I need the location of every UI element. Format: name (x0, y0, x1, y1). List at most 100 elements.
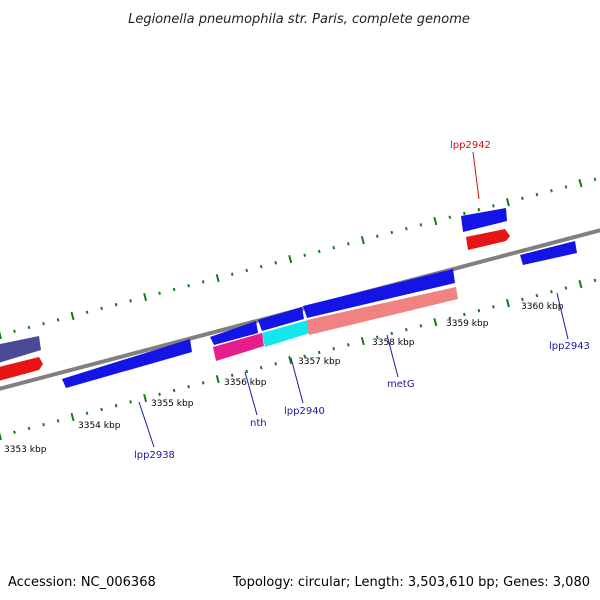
major-tick (505, 298, 510, 308)
major-tick (0, 431, 2, 441)
minor-tick (550, 189, 553, 193)
minor-tick (375, 335, 379, 339)
gene-feature-outer-4[interactable] (0, 357, 43, 382)
minor-tick (317, 249, 321, 254)
minor-tick (593, 278, 597, 283)
minor-tick (172, 388, 176, 393)
gene-labels: lpp2938 nth lpp2940 metG lpp2942 lpp2943 (134, 140, 590, 461)
major-tick (215, 374, 220, 384)
gene-label-nth[interactable]: nth (250, 418, 267, 429)
minor-tick (317, 350, 321, 355)
major-tick (433, 317, 438, 327)
minor-tick (332, 346, 336, 351)
minor-tick (114, 403, 118, 408)
minor-tick (27, 426, 31, 431)
major-tick (0, 330, 2, 340)
minor-tick (201, 381, 205, 385)
minor-tick (419, 223, 423, 227)
gene-feature-outer-2[interactable] (466, 229, 510, 250)
minor-tick (274, 362, 278, 366)
major-tick (215, 273, 220, 283)
leader-line-nth (244, 371, 258, 416)
minor-tick (535, 293, 539, 298)
minor-tick (158, 291, 161, 295)
minor-tick (245, 268, 249, 273)
minor-tick (56, 419, 60, 423)
leader-line-lpp2940 (290, 357, 304, 404)
kbp-label: 3357 kbp (298, 357, 341, 367)
minor-tick (346, 343, 350, 347)
gene-feature-inner-5[interactable] (520, 241, 577, 265)
minor-tick (564, 185, 568, 189)
minor-tick (85, 310, 89, 314)
major-tick (70, 412, 75, 422)
gene-label-metG[interactable]: metG (387, 379, 415, 390)
kbp-label: 3356 kbp (224, 378, 267, 388)
kbp-label: 3354 kbp (78, 421, 121, 431)
minor-tick (13, 430, 16, 434)
minor-tick (463, 312, 466, 317)
map-title: Legionella pneumophila str. Paris, compl… (128, 12, 470, 27)
minor-tick (303, 354, 307, 358)
minor-tick (259, 365, 263, 370)
major-tick (433, 216, 438, 226)
gene-feature-metG[interactable] (307, 287, 458, 335)
minor-tick (593, 177, 597, 182)
major-tick (360, 336, 365, 346)
gene-features (0, 208, 577, 388)
minor-tick (187, 384, 190, 389)
minor-tick (390, 230, 394, 235)
minor-tick (463, 211, 466, 216)
minor-tick (42, 422, 45, 427)
major-tick (288, 355, 293, 365)
leader-line-lpp2938 (138, 401, 155, 448)
gene-label-leaders (138, 151, 569, 448)
major-tick (360, 235, 365, 245)
minor-tick (550, 290, 553, 294)
minor-tick (477, 207, 481, 212)
gene-feature-inner-1[interactable] (62, 339, 192, 388)
kbp-label: 3360 kbp (521, 302, 564, 312)
major-tick (505, 197, 510, 207)
gene-label-lpp2942[interactable]: lpp2942 (450, 140, 491, 151)
minor-tick (114, 302, 118, 307)
leader-line-metG (386, 334, 399, 378)
minor-tick (230, 373, 234, 377)
gene-label-lpp2940[interactable]: lpp2940 (284, 406, 325, 417)
minor-tick (230, 272, 234, 276)
major-tick (578, 279, 583, 289)
gene-label-lpp2938[interactable]: lpp2938 (134, 450, 175, 461)
gene-label-lpp2943[interactable]: lpp2943 (549, 341, 590, 352)
minor-tick (100, 306, 103, 311)
minor-tick (13, 329, 16, 333)
minor-tick (448, 316, 452, 320)
minor-tick (201, 280, 205, 284)
minor-tick (129, 400, 132, 404)
major-tick (288, 254, 293, 264)
gene-feature-inner-2[interactable] (210, 321, 258, 345)
minor-tick (100, 407, 103, 412)
kbp-scale-labels: 3353 kbp 3354 kbp 3355 kbp 3356 kbp 3357… (4, 302, 564, 455)
kbp-label: 3358 kbp (372, 338, 415, 348)
minor-tick (477, 308, 481, 313)
gene-feature-outer-3[interactable] (0, 336, 41, 364)
leader-line-lpp2943 (556, 292, 569, 340)
minor-tick (274, 261, 278, 265)
outer-tick-ring (0, 177, 597, 340)
minor-tick (375, 234, 379, 238)
minor-tick (245, 369, 249, 374)
major-tick (70, 311, 75, 321)
minor-tick (42, 321, 45, 326)
inner-tick-ring (0, 278, 597, 441)
minor-tick (129, 299, 132, 303)
minor-tick (492, 305, 495, 309)
gene-feature-nth[interactable] (213, 333, 264, 361)
accession-text: Accession: NC_006368 (8, 575, 156, 590)
gene-feature-lpp2940[interactable] (262, 320, 310, 347)
gene-feature-inner-4[interactable] (303, 269, 455, 318)
gene-feature-outer-1[interactable] (461, 208, 507, 232)
minor-tick (448, 215, 452, 219)
minor-tick (303, 253, 307, 257)
gene-feature-inner-3[interactable] (258, 307, 304, 331)
